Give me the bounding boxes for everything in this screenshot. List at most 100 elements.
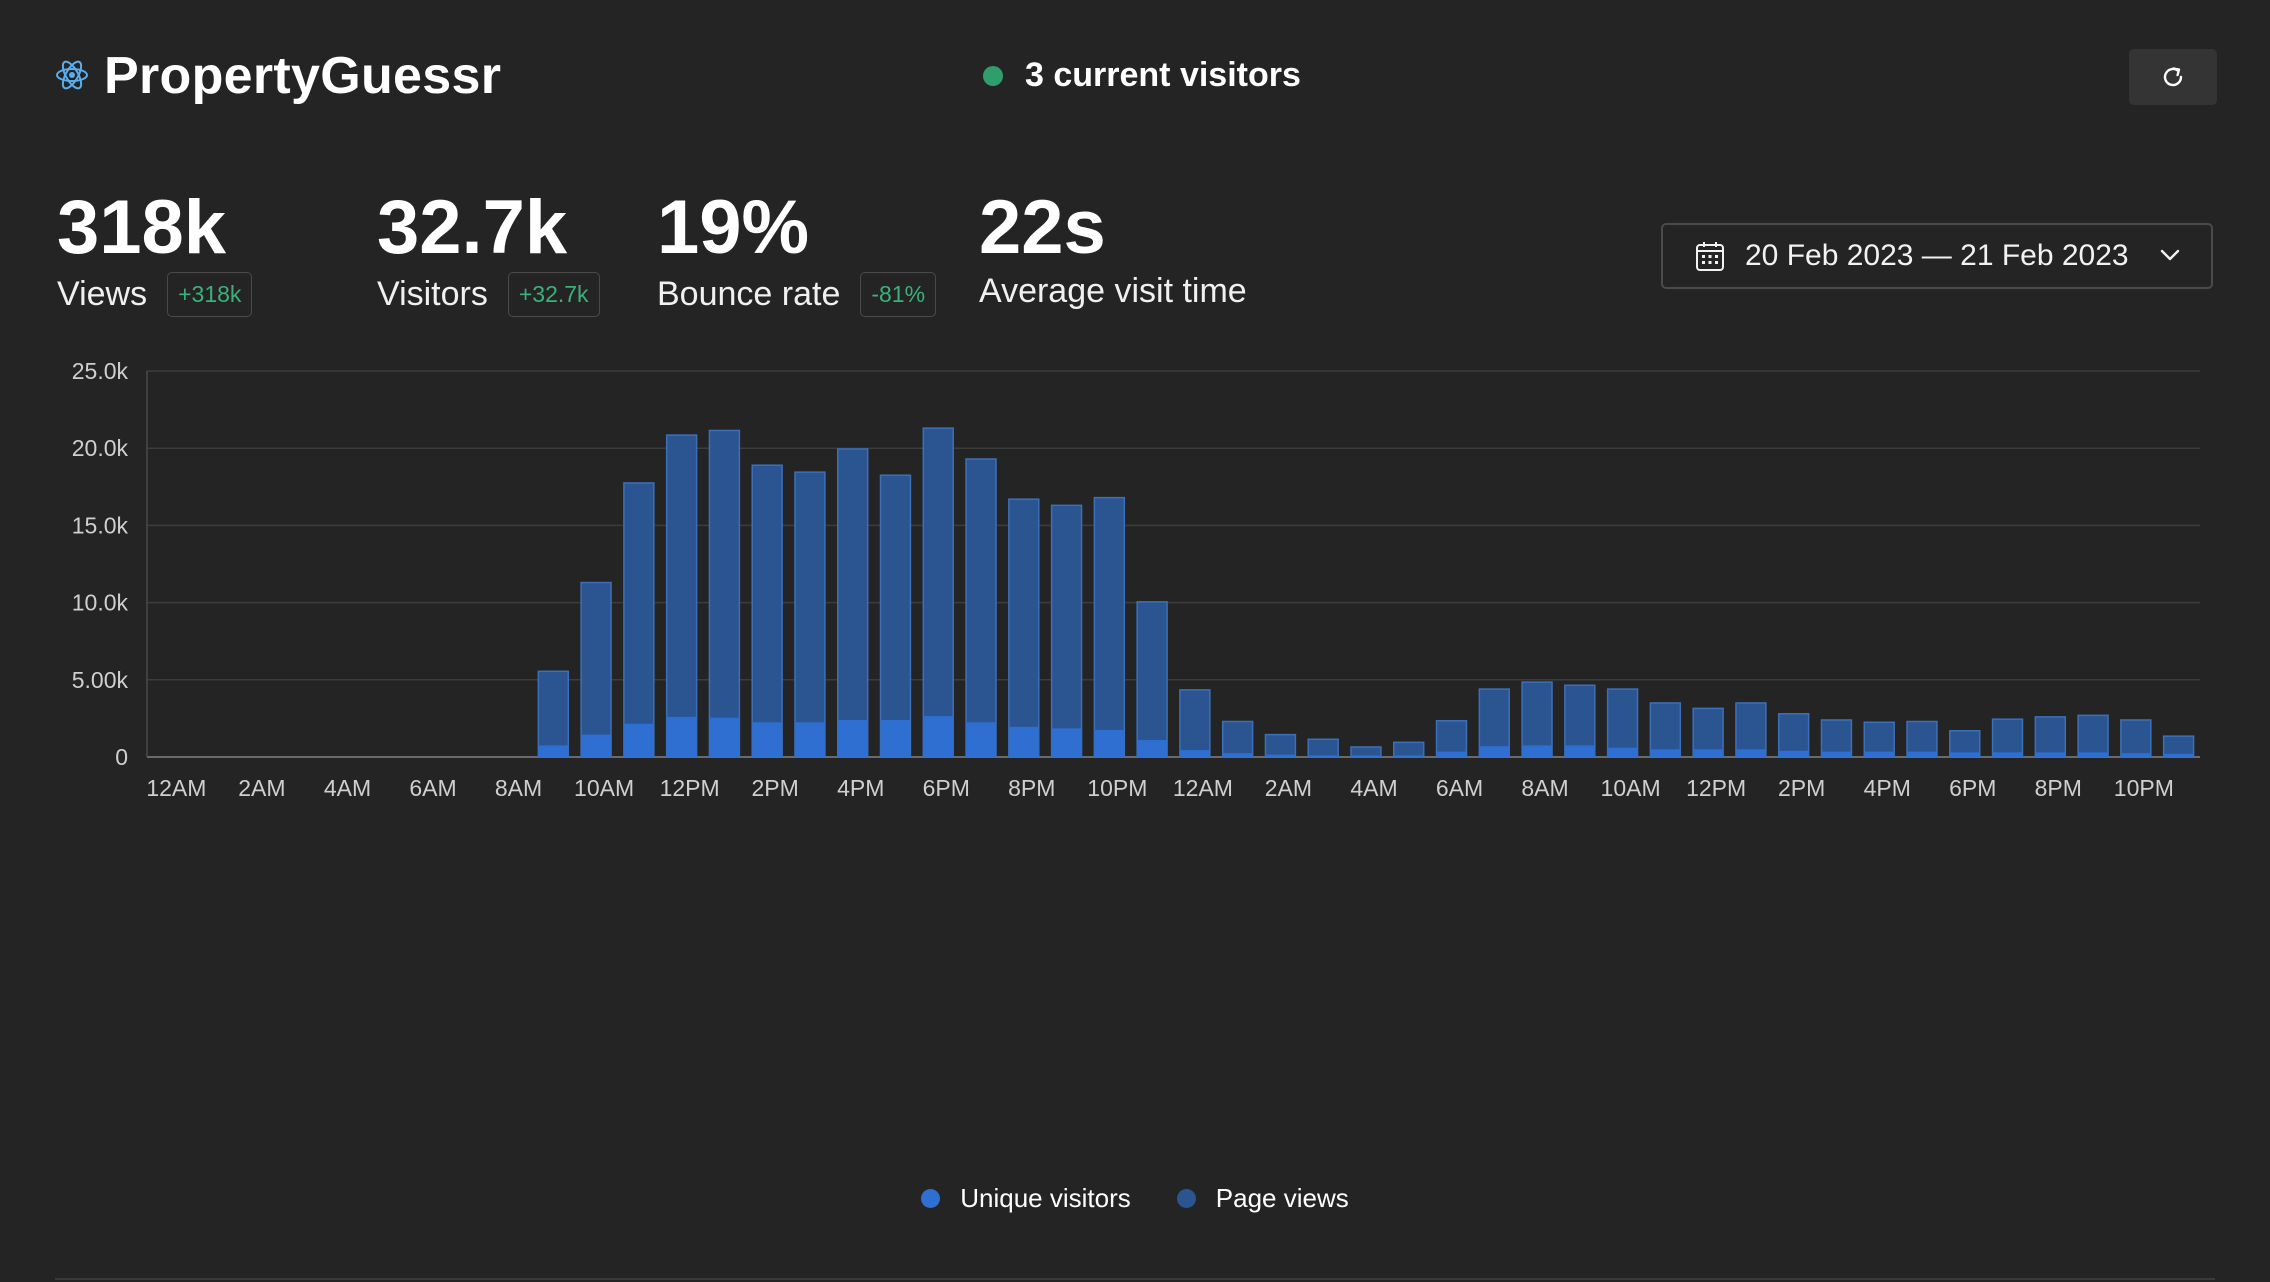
live-status-dot: [983, 65, 1003, 86]
bar-page-views: [1820, 719, 1853, 758]
bar-unique-visitors: [1607, 747, 1638, 757]
date-range-label: 20 Feb 2023 — 21 Feb 2023: [1745, 239, 2129, 272]
stat-bounce-rate-value: 19%: [657, 185, 810, 270]
bar-unique-visitors: [880, 719, 911, 757]
date-range-picker[interactable]: 20 Feb 2023 — 21 Feb 2023: [1661, 223, 2213, 289]
x-tick-label: 2AM: [1265, 775, 1312, 801]
bar-unique-visitors: [752, 722, 783, 757]
bar-unique-visitors: [923, 716, 954, 757]
bar-unique-visitors: [1051, 728, 1082, 757]
x-tick-label: 6PM: [1949, 775, 1996, 801]
bar-unique-visitors: [1094, 729, 1125, 757]
bar-page-views: [1264, 733, 1297, 758]
bar-page-views: [1393, 741, 1425, 758]
bar-page-views: [537, 670, 570, 758]
x-tick-label: 8AM: [1521, 775, 1568, 801]
bar-page-views: [1991, 718, 2024, 758]
stat-visitors-change: +32.7k: [507, 272, 600, 317]
bar-unique-visitors: [1436, 751, 1467, 757]
bar-unique-visitors: [538, 745, 569, 757]
bar-page-views: [1606, 688, 1639, 758]
stat-bounce-rate: 19% Bounce rate -81%: [657, 185, 937, 317]
current-visitors: 3 current visitors: [983, 56, 1301, 95]
bar-page-views: [1564, 684, 1596, 758]
bar-unique-visitors: [1864, 751, 1895, 757]
stat-visitors: 32.7k Visitors +32.7k: [377, 186, 600, 317]
bar-unique-visitors: [2035, 752, 2066, 757]
bar-page-views: [751, 464, 783, 758]
stat-average-visit-time-label: Average visit time: [979, 272, 1247, 310]
bar-unique-visitors: [1222, 753, 1253, 757]
bar-unique-visitors: [1564, 745, 1595, 757]
x-tick-label: 8PM: [2035, 775, 2082, 801]
bar-page-views: [623, 482, 655, 758]
bar-page-views: [2034, 716, 2067, 758]
bar-unique-visitors: [623, 723, 654, 757]
y-tick-label: 5.00k: [72, 667, 129, 693]
bar-unique-visitors: [1949, 752, 1980, 757]
app-title: PropertyGuessr: [104, 47, 502, 105]
x-tick-label: 4PM: [837, 775, 884, 801]
bar-page-views: [1050, 504, 1083, 758]
legend-item-page-views[interactable]: Page views: [1176, 1183, 1349, 1214]
bar-unique-visitors: [1693, 749, 1724, 757]
legend-swatch-page-views: [1176, 1189, 1196, 1208]
y-tick-label: 10.0k: [72, 590, 129, 616]
bar-unique-visitors: [1992, 752, 2023, 757]
bar-page-views: [2162, 735, 2195, 758]
x-tick-label: 8PM: [1008, 775, 1055, 801]
bar-unique-visitors: [1522, 745, 1553, 757]
chevron-down-icon: [2160, 249, 2180, 261]
bar-unique-visitors: [1308, 755, 1339, 757]
bar-page-views: [1521, 681, 1553, 758]
bar-unique-visitors: [1265, 754, 1296, 757]
x-tick-label: 6AM: [409, 775, 456, 801]
bar-page-views: [1735, 702, 1767, 758]
x-tick-label: 8AM: [495, 775, 542, 801]
bar-unique-visitors: [1778, 750, 1809, 757]
y-tick-label: 20.0k: [72, 435, 129, 461]
chart-legend: Unique visitors Page views: [0, 1183, 2270, 1214]
stat-bounce-rate-label: Bounce rate: [657, 275, 841, 313]
bar-page-views: [965, 458, 997, 758]
bar-unique-visitors: [794, 722, 825, 757]
x-tick-label: 12PM: [660, 775, 720, 801]
bar-unique-visitors: [1350, 755, 1381, 757]
bar-page-views: [794, 471, 826, 758]
bar-page-views: [1221, 720, 1254, 758]
stat-average-visit-time-value: 22s: [979, 185, 1106, 270]
visitors-chart: 0 5.00k 10.0k 15.0k 20.0k 25.0k 12AM 2AM 4AM 6AM 8…: [72, 358, 2200, 801]
bar-unique-visitors: [2163, 753, 2194, 757]
x-tick-label: 10AM: [574, 775, 634, 801]
stat-views-change: +318k: [167, 272, 253, 317]
x-tick-label: 4PM: [1864, 775, 1911, 801]
bar-unique-visitors: [2078, 752, 2109, 757]
bar-page-views: [2077, 714, 2109, 758]
header: PropertyGuessr 3 current visitors: [0, 0, 2270, 150]
x-tick-label: 2AM: [238, 775, 285, 801]
bar-page-views: [922, 427, 954, 758]
bar-unique-visitors: [2120, 753, 2151, 757]
bar-page-views: [836, 448, 869, 758]
x-tick-label: 6PM: [923, 775, 970, 801]
bar-unique-visitors: [837, 719, 868, 757]
x-tick-label: 10PM: [1087, 775, 1147, 801]
x-tick-label: 4AM: [324, 775, 371, 801]
bar-page-views: [1008, 498, 1040, 758]
x-tick-label: 12PM: [1686, 775, 1746, 801]
refresh-icon: [2163, 67, 2183, 87]
bar-page-views: [1435, 719, 1468, 758]
legend-item-unique-visitors[interactable]: Unique visitors: [921, 1183, 1131, 1214]
bar-unique-visitors: [666, 716, 697, 757]
refresh-button[interactable]: [2129, 49, 2217, 105]
bar-page-views: [1307, 738, 1339, 758]
x-tick-label: 2PM: [1778, 775, 1825, 801]
bar-page-views: [1906, 720, 1938, 758]
current-visitors-text: 3 current visitors: [1025, 56, 1301, 94]
bar-page-views: [665, 434, 698, 758]
calendar-icon: [1696, 242, 1724, 271]
stat-bounce-rate-change: -81%: [860, 272, 937, 317]
bar-page-views: [1136, 601, 1168, 758]
bar-unique-visitors: [966, 722, 997, 757]
stat-average-visit-time: 22s Average visit time: [979, 186, 1247, 311]
